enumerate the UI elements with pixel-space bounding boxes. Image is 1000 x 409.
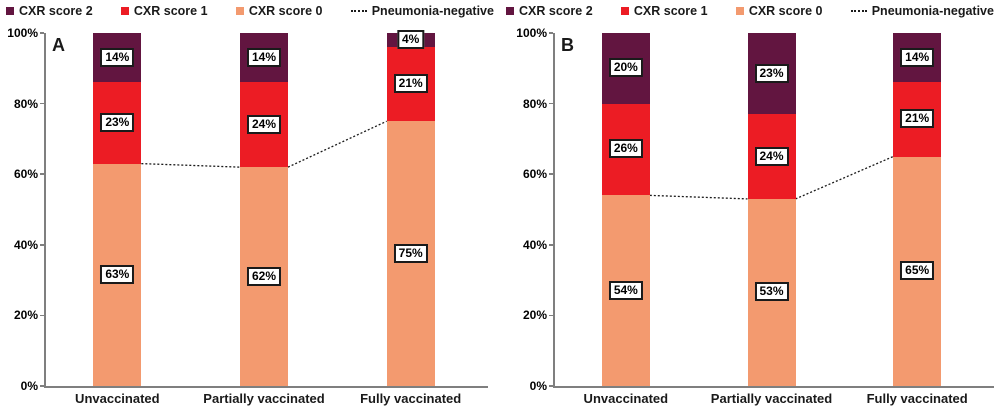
y-tick-label: 100% bbox=[516, 26, 547, 40]
segment-value-label: 24% bbox=[246, 114, 282, 134]
segment-value-label: 24% bbox=[754, 146, 789, 166]
legend-label-cxr-score-1: CXR score 1 bbox=[633, 4, 708, 18]
x-axis-line bbox=[553, 386, 994, 388]
panel-b: CXR score 2 CXR score 1 CXR score 0 Pneumon… bbox=[500, 0, 1000, 409]
y-tick-label: 0% bbox=[20, 379, 38, 393]
legend-label-cxr-score-2: CXR score 2 bbox=[519, 4, 593, 18]
legend-item-cxr-score-1: CXR score 1 bbox=[620, 4, 708, 18]
y-tick-mark bbox=[40, 173, 44, 175]
segment-value-label: 21% bbox=[900, 109, 935, 129]
segment-value-label: 54% bbox=[608, 280, 643, 300]
pneumonia-negative-line-segment bbox=[795, 155, 894, 200]
segment-value-label: 26% bbox=[608, 139, 643, 159]
panel-letter-a: A bbox=[52, 35, 65, 55]
segment-value-label: 62% bbox=[246, 266, 282, 286]
y-tick-mark bbox=[549, 32, 553, 34]
legend-square-icon-cxr-score-0 bbox=[735, 7, 744, 15]
y-tick-mark bbox=[40, 32, 44, 34]
y-tick-label: 80% bbox=[13, 96, 38, 111]
legend-item-pneumonia-negative: Pneumonia-negative bbox=[850, 4, 994, 18]
legend-label-cxr-score-1: CXR score 1 bbox=[133, 4, 208, 18]
legend-label-cxr-score-0: CXR score 0 bbox=[248, 4, 323, 18]
y-tick-label: 20% bbox=[13, 308, 38, 323]
bar-partially-vaccinated: 53% 24% 23% bbox=[747, 33, 796, 386]
segment-value-label: 4% bbox=[396, 30, 425, 50]
y-tick-label: 60% bbox=[522, 167, 547, 182]
legend-label-pneumonia-negative: Pneumonia-negative bbox=[371, 4, 494, 18]
x-category-label-fully-vaccinated: Fully vaccinated bbox=[360, 391, 462, 406]
bar-partially-vaccinated: 62% 24% 14% bbox=[240, 33, 288, 386]
segment-value-label: 53% bbox=[754, 282, 789, 302]
y-axis-line bbox=[553, 33, 555, 386]
x-category-label-unvaccinated: Unvaccinated bbox=[75, 391, 160, 406]
legend-item-cxr-score-1: CXR score 1 bbox=[120, 4, 208, 18]
legend-item-cxr-score-0: CXR score 0 bbox=[235, 4, 323, 18]
pneumonia-negative-line-segment bbox=[141, 162, 241, 168]
legend-square-icon-cxr-score-1 bbox=[120, 7, 129, 15]
legend-square-icon-cxr-score-1 bbox=[620, 7, 629, 15]
pneumonia-negative-line-segment bbox=[649, 194, 748, 200]
segment-value-label: 14% bbox=[100, 47, 135, 67]
plot-area: B 54% 26% 20% 53% 24% 23% 65% 21% 14% bbox=[553, 33, 994, 388]
panel-letter-b: B bbox=[561, 35, 574, 55]
segment-value-label: 21% bbox=[393, 74, 428, 94]
y-tick-mark bbox=[40, 314, 44, 317]
legend-item-cxr-score-2: CXR score 2 bbox=[506, 4, 593, 18]
legend-square-icon-cxr-score-0 bbox=[235, 7, 244, 15]
y-tick-label: 40% bbox=[522, 237, 547, 252]
y-tick-label: 0% bbox=[529, 379, 547, 393]
segment-value-label: 65% bbox=[900, 261, 935, 281]
legend: CXR score 2 CXR score 1 CXR score 0 Pneumon… bbox=[6, 2, 494, 20]
y-tick-mark bbox=[549, 385, 553, 387]
bar-unvaccinated: 63% 23% 14% bbox=[93, 33, 142, 386]
segment-value-label: 63% bbox=[100, 264, 135, 284]
y-tick-mark bbox=[40, 385, 44, 387]
y-tick-mark bbox=[549, 314, 553, 317]
y-tick-label: 40% bbox=[13, 237, 38, 252]
x-axis-line bbox=[44, 386, 488, 388]
x-category-label-partially-vaccinated: Partially vaccinated bbox=[203, 391, 325, 406]
bar-fully-vaccinated: 65% 21% 14% bbox=[893, 33, 942, 386]
legend-label-pneumonia-negative: Pneumonia-negative bbox=[871, 4, 994, 18]
legend-label-cxr-score-0: CXR score 0 bbox=[748, 4, 823, 18]
y-tick-mark bbox=[549, 173, 553, 175]
x-category-label-unvaccinated: Unvaccinated bbox=[583, 391, 669, 406]
y-tick-label: 60% bbox=[13, 167, 38, 182]
legend-square-icon-cxr-score-2 bbox=[506, 7, 514, 15]
segment-value-label: 20% bbox=[608, 58, 643, 78]
segment-value-label: 23% bbox=[100, 113, 135, 132]
segment-value-label: 23% bbox=[754, 63, 789, 83]
legend-dotted-line-icon-pneumonia-negative bbox=[350, 10, 367, 12]
segment-value-label: 14% bbox=[246, 47, 282, 67]
legend-label-cxr-score-2: CXR score 2 bbox=[19, 4, 93, 18]
y-tick-mark bbox=[549, 244, 553, 246]
y-tick-label: 80% bbox=[522, 96, 547, 111]
y-tick-mark bbox=[549, 102, 553, 105]
legend-item-cxr-score-2: CXR score 2 bbox=[6, 4, 93, 18]
y-axis-line bbox=[44, 33, 46, 386]
pneumonia-negative-line-segment bbox=[287, 120, 387, 168]
pneumonia-negative-line bbox=[141, 120, 387, 168]
x-category-label-partially-vaccinated: Partially vaccinated bbox=[710, 391, 833, 406]
legend-square-icon-cxr-score-2 bbox=[6, 7, 14, 15]
segment-value-label: 14% bbox=[900, 47, 935, 67]
y-tick-mark bbox=[40, 102, 44, 105]
y-tick-label: 20% bbox=[522, 308, 547, 323]
bar-unvaccinated: 54% 26% 20% bbox=[601, 33, 650, 386]
y-tick-label: 100% bbox=[7, 26, 38, 40]
y-tick-mark bbox=[40, 244, 44, 246]
segment-value-label: 75% bbox=[393, 243, 428, 263]
pneumonia-negative-line bbox=[649, 155, 894, 200]
plot-area: A 63% 23% 14% 62% 24% 14% 75% 21% 4% bbox=[44, 30, 488, 388]
x-category-label-fully-vaccinated: Fully vaccinated bbox=[866, 391, 968, 406]
legend: CXR score 2 CXR score 1 CXR score 0 Pneumon… bbox=[506, 2, 994, 20]
panel-a: CXR score 2 CXR score 1 CXR score 0 Pneumon… bbox=[6, 2, 494, 406]
legend-dotted-line-icon-pneumonia-negative bbox=[850, 10, 867, 12]
bar-fully-vaccinated: 75% 21% 4% bbox=[386, 30, 435, 386]
legend-item-pneumonia-negative: Pneumonia-negative bbox=[350, 4, 494, 18]
legend-item-cxr-score-0: CXR score 0 bbox=[735, 4, 823, 18]
